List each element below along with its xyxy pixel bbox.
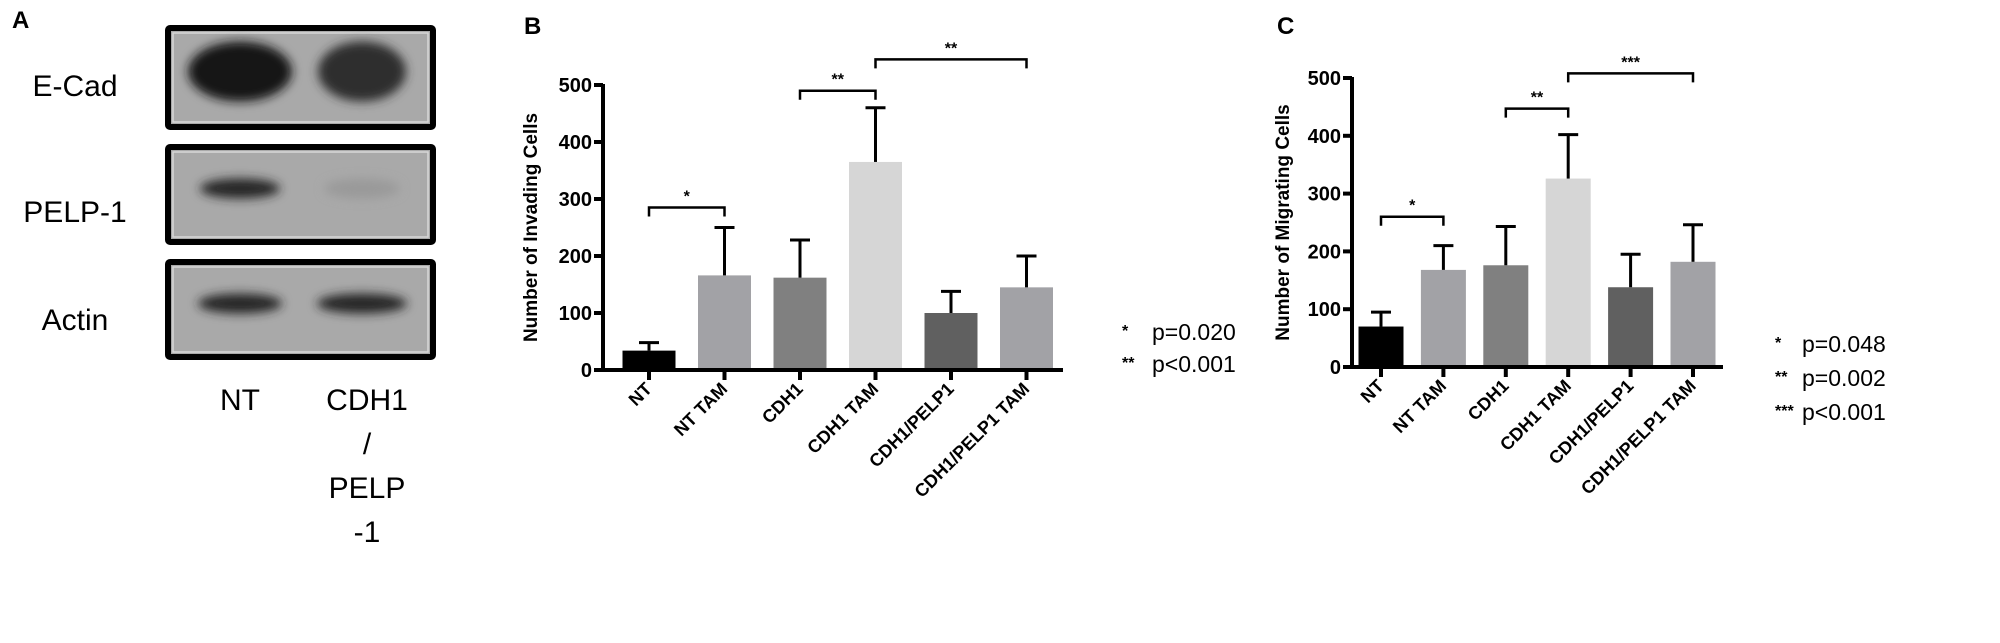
lane-label: CDH1 [326, 384, 408, 417]
bar-cdh1 [1483, 265, 1529, 365]
x-tick-label: CDH1 [758, 379, 807, 428]
x-tick-label: CDH1 [1464, 376, 1513, 425]
bar-cdh1-pelp1 [924, 313, 978, 368]
legend-stars: * [1122, 323, 1129, 340]
significance-bracket [1566, 72, 1695, 83]
x-tick-label: CDH1 TAM [803, 379, 882, 458]
protein-band [198, 293, 282, 314]
blot-row-label: E-Cad [32, 70, 117, 103]
y-tick-label: 300 [559, 189, 592, 211]
blot-inner-border [172, 266, 429, 353]
y-tick-label: 300 [1308, 184, 1341, 206]
protein-band [200, 178, 280, 199]
lane-label: / [363, 428, 372, 461]
blot-frame [165, 259, 436, 360]
bar-cdh1-pelp1 [1608, 287, 1654, 365]
significance-stars: ** [1531, 90, 1544, 107]
significance-bracket [1379, 215, 1445, 226]
x-tick-label: NT TAM [670, 379, 731, 440]
significance-bracket [798, 89, 877, 100]
y-tick-label: 400 [1308, 126, 1341, 148]
y-tick-label: 400 [559, 132, 592, 154]
y-tick-label: 500 [559, 75, 592, 97]
legend-p-value: p=0.020 [1152, 319, 1236, 345]
bar-cdh1-tam [1545, 178, 1591, 365]
x-tick-label: NT [1357, 376, 1388, 407]
legend-stars: * [1775, 335, 1782, 352]
blot-frame [165, 144, 436, 245]
lane-label: NT [220, 384, 260, 417]
protein-band [188, 41, 292, 102]
blot-inner-border [172, 151, 429, 238]
bar-cdh1-tam [849, 161, 902, 368]
y-tick-label: 500 [1308, 68, 1341, 90]
protein-band [317, 293, 407, 314]
blot-row-label: PELP-1 [23, 196, 126, 229]
y-tick-label: 100 [1308, 299, 1341, 321]
legend-p-value: p<0.001 [1152, 351, 1236, 377]
legend-p-value: p<0.001 [1802, 399, 1886, 425]
significance-stars: * [1409, 198, 1416, 215]
legend-stars: ** [1122, 355, 1135, 372]
significance-stars: * [684, 189, 691, 206]
significance-stars: ** [945, 40, 958, 57]
bar-cdh1 [773, 277, 827, 368]
invasion-bar-chart: B Number of Invading Cells 0 100 200 300 400 50… [521, 13, 1236, 502]
y-tick-label: 200 [1308, 241, 1341, 263]
y-tick-label: 0 [581, 360, 592, 382]
bar-cdh1-pelp1-tam [1000, 287, 1053, 368]
blot-row-label: Actin [42, 304, 109, 337]
panel-label: B [524, 13, 541, 40]
protein-band [318, 41, 406, 102]
significance-bracket [647, 206, 726, 217]
panel-label-a: A [12, 7, 29, 34]
y-tick-label: 200 [559, 246, 592, 268]
legend-stars: ** [1775, 369, 1788, 386]
bar-nt [622, 350, 676, 368]
protein-band [324, 178, 400, 199]
bar-nt-tam [698, 275, 751, 368]
legend-p-value: p=0.002 [1802, 365, 1886, 391]
legend-stars: *** [1775, 403, 1794, 420]
significance-bracket [1504, 107, 1570, 118]
x-tick-label: CDH1/PELP1 TAM [1577, 376, 1700, 499]
lane-label: -1 [354, 516, 381, 549]
significance-stars: *** [1621, 54, 1640, 71]
y-axis-label: Number of Invading Cells [521, 113, 542, 342]
x-tick-label: NT TAM [1389, 376, 1450, 437]
significance-stars: ** [832, 72, 845, 89]
y-tick-label: 0 [1330, 357, 1341, 379]
panel-label: C [1277, 13, 1294, 40]
y-axis-label: Number of Migrating Cells [1273, 104, 1294, 340]
significance-bracket [874, 58, 1028, 69]
blot-inner-border [172, 32, 429, 123]
x-tick-label: NT [625, 379, 656, 410]
bar-nt-tam [1420, 269, 1466, 365]
bar-nt [1358, 326, 1404, 365]
legend-p-value: p=0.048 [1802, 331, 1886, 357]
migration-bar-chart: C Number of Migrating Cells 0 100 200 300 400 5… [1273, 13, 1886, 499]
y-tick-label: 100 [559, 303, 592, 325]
lane-label: PELP [329, 472, 406, 505]
bar-cdh1-pelp1-tam [1670, 261, 1716, 365]
